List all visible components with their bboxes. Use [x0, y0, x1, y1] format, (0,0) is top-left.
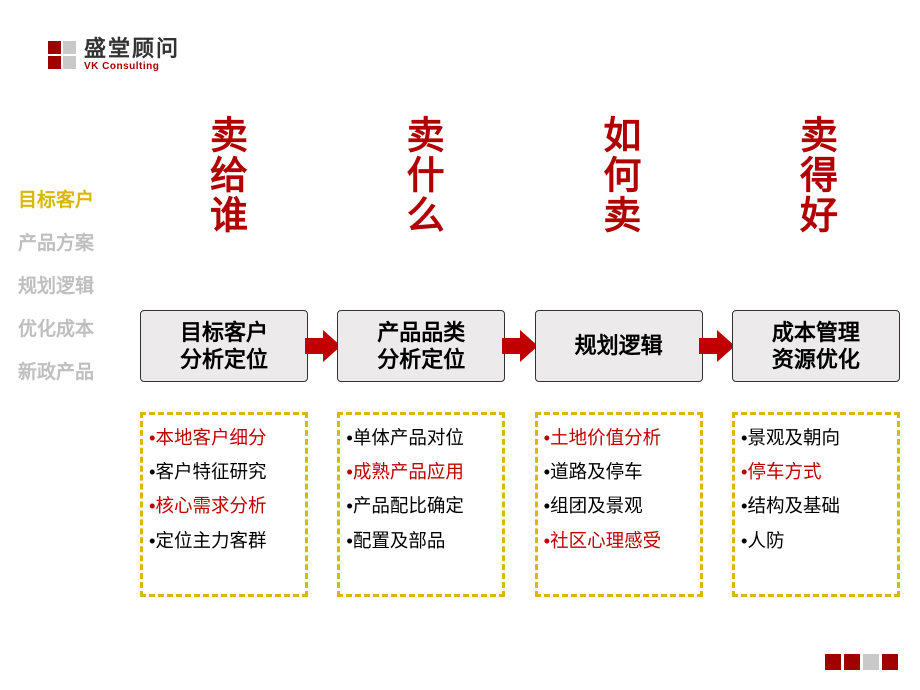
- arrow-0: [312, 326, 334, 366]
- column-header-0: 卖给谁: [198, 100, 253, 250]
- detail-item-1-3: •配置及部品: [346, 530, 496, 552]
- detail-item-2-2: •组团及景观: [544, 495, 694, 517]
- detail-item-2-0: •土地价值分析: [544, 427, 694, 449]
- detail-item-3-2: •结构及基础: [741, 495, 891, 517]
- detail-item-0-0: •本地客户细分: [149, 427, 299, 449]
- column-header-2: 如何卖: [591, 100, 646, 250]
- detail-item-2-3: •社区心理感受: [544, 530, 694, 552]
- footer-sq-1: [844, 654, 860, 670]
- logo-text-en: VK Consulting: [84, 62, 180, 72]
- arrow-2: [706, 326, 728, 366]
- detail-item-0-2: •核心需求分析: [149, 495, 299, 517]
- column-header-1: 卖什么: [394, 100, 449, 250]
- logo-sq-3: [63, 56, 76, 69]
- footer-sq-3: [882, 654, 898, 670]
- logo-sq-1: [63, 41, 76, 54]
- column-3: 卖得好: [730, 100, 900, 250]
- column-header-3: 卖得好: [787, 100, 842, 250]
- sidebar-item-4[interactable]: 新政产品: [18, 357, 94, 384]
- detail-item-0-1: •客户特征研究: [149, 461, 299, 483]
- detail-item-3-1: •停车方式: [741, 461, 891, 483]
- detail-item-1-1: •成熟产品应用: [346, 461, 496, 483]
- detail-box-1: •单体产品对位 •成熟产品应用 •产品配比确定 •配置及部品: [337, 412, 505, 597]
- detail-box-3: •景观及朝向 •停车方式 •结构及基础 •人防: [732, 412, 900, 597]
- logo-icon: [48, 41, 76, 69]
- detail-item-2-1: •道路及停车: [544, 461, 694, 483]
- column-2: 如何卖: [533, 100, 703, 250]
- detail-row: •本地客户细分 •客户特征研究 •核心需求分析 •定位主力客群 •单体产品对位 •成熟产品…: [140, 412, 900, 597]
- sidebar-item-1[interactable]: 产品方案: [18, 228, 94, 255]
- footer-squares: [825, 654, 898, 670]
- sidebar-item-0[interactable]: 目标客户: [18, 185, 94, 212]
- sidebar-item-2[interactable]: 规划逻辑: [18, 271, 94, 298]
- logo: 盛堂顾问 VK Consulting: [48, 38, 180, 72]
- flow-box-1: 产品品类分析定位: [337, 310, 505, 382]
- flow-row: 目标客户分析定位产品品类分析定位规划逻辑成本管理资源优化: [140, 310, 900, 382]
- footer-sq-2: [863, 654, 879, 670]
- flow-box-3: 成本管理资源优化: [732, 310, 900, 382]
- detail-box-0: •本地客户细分 •客户特征研究 •核心需求分析 •定位主力客群: [140, 412, 308, 597]
- logo-sq-2: [48, 56, 61, 69]
- arrow-1: [509, 326, 531, 366]
- sidebar: 目标客户产品方案规划逻辑优化成本新政产品: [18, 185, 94, 384]
- flow-box-0: 目标客户分析定位: [140, 310, 308, 382]
- logo-text-cn: 盛堂顾问: [84, 38, 180, 60]
- column-0: 卖给谁: [140, 100, 310, 250]
- detail-item-1-2: •产品配比确定: [346, 495, 496, 517]
- column-headers: 卖给谁 卖什么 如何卖 卖得好: [140, 100, 900, 250]
- detail-box-2: •土地价值分析 •道路及停车 •组团及景观 •社区心理感受: [535, 412, 703, 597]
- footer-sq-0: [825, 654, 841, 670]
- detail-item-0-3: •定位主力客群: [149, 530, 299, 552]
- detail-item-1-0: •单体产品对位: [346, 427, 496, 449]
- flow-box-2: 规划逻辑: [535, 310, 703, 382]
- logo-sq-0: [48, 41, 61, 54]
- column-1: 卖什么: [337, 100, 507, 250]
- sidebar-item-3[interactable]: 优化成本: [18, 314, 94, 341]
- detail-item-3-0: •景观及朝向: [741, 427, 891, 449]
- detail-item-3-3: •人防: [741, 530, 891, 552]
